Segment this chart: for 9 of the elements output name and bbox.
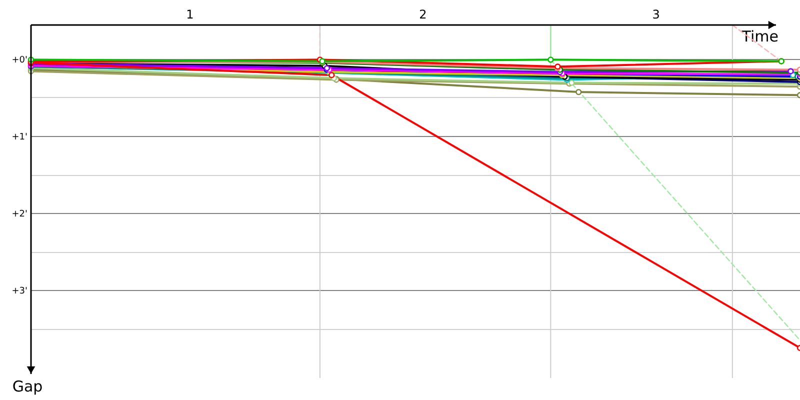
- x-tick-label: 2: [419, 8, 427, 22]
- y-tick-label: +1': [12, 132, 28, 142]
- y-tick-label: +3': [12, 286, 28, 297]
- y-tick-label: +2': [12, 210, 28, 220]
- y-axis-title: Gap: [12, 378, 43, 396]
- x-tick-label: 1: [186, 8, 194, 22]
- x-tick-label: 3: [652, 8, 660, 22]
- x-axis-title: Time: [740, 28, 778, 46]
- y-tick-label: +0': [12, 55, 28, 66]
